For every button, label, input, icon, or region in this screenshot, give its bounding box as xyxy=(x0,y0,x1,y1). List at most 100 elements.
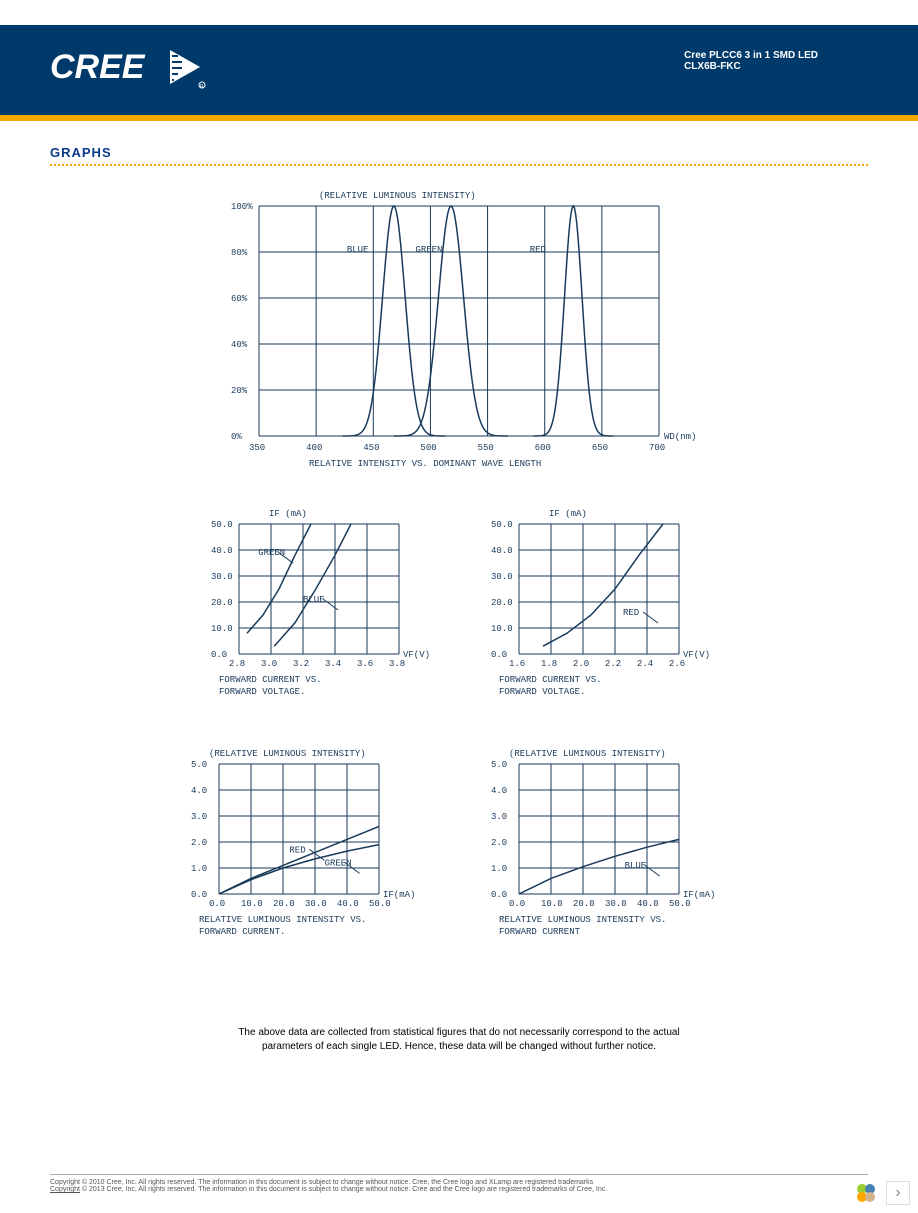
svg-text:60%: 60% xyxy=(231,294,248,304)
svg-text:10.0: 10.0 xyxy=(211,624,233,634)
next-arrow-button[interactable]: › xyxy=(886,1181,910,1205)
svg-text:VF(V): VF(V) xyxy=(403,650,430,660)
svg-text:FORWARD CURRENT: FORWARD CURRENT xyxy=(499,927,581,937)
header-accent-bar xyxy=(0,115,918,121)
svg-text:50.0: 50.0 xyxy=(211,520,233,530)
footer-line1: Copyright © 2010 Cree, Inc. All rights r… xyxy=(50,1179,868,1186)
svg-text:3.2: 3.2 xyxy=(293,659,309,669)
svg-text:350: 350 xyxy=(249,443,265,453)
nav-widget: › xyxy=(854,1181,910,1205)
svg-text:RED: RED xyxy=(530,245,546,255)
svg-text:WD(nm): WD(nm) xyxy=(664,432,696,442)
svg-text:40.0: 40.0 xyxy=(211,546,233,556)
flower-icon xyxy=(854,1181,878,1205)
header-title-line1: Cree PLCC6 3 in 1 SMD LED xyxy=(684,50,818,61)
svg-text:600: 600 xyxy=(535,443,551,453)
svg-text:30.0: 30.0 xyxy=(491,572,513,582)
svg-text:2.4: 2.4 xyxy=(637,659,653,669)
svg-text:2.8: 2.8 xyxy=(229,659,245,669)
svg-text:FORWARD VOLTAGE.: FORWARD VOLTAGE. xyxy=(219,687,305,697)
svg-text:RED: RED xyxy=(623,608,639,618)
chart-iv-green-blue: IF (mA) 0.0 10.0 20.0 30.0 40.0 50.0 2.8 3.0 3.2 3… xyxy=(199,506,439,726)
svg-text:IF (mA): IF (mA) xyxy=(549,509,587,519)
svg-text:0.0: 0.0 xyxy=(509,899,525,909)
svg-text:1.8: 1.8 xyxy=(541,659,557,669)
svg-text:1.6: 1.6 xyxy=(509,659,525,669)
svg-text:2.2: 2.2 xyxy=(605,659,621,669)
svg-text:IF (mA): IF (mA) xyxy=(269,509,307,519)
chart-row-iv: IF (mA) 0.0 10.0 20.0 30.0 40.0 50.0 2.8 3.0 3.2 3… xyxy=(199,506,719,726)
svg-text:RELATIVE INTENSITY VS. DOMINA: RELATIVE INTENSITY VS. DOMINANT WAVE LEN… xyxy=(309,459,541,469)
svg-text:3.0: 3.0 xyxy=(261,659,277,669)
svg-text:80%: 80% xyxy=(231,248,248,258)
svg-text:BLUE: BLUE xyxy=(625,861,647,871)
svg-text:3.0: 3.0 xyxy=(191,812,207,822)
disclaimer-line2: parameters of each single LED. Hence, th… xyxy=(50,1040,868,1054)
page-header: CREE R Cree PLCC6 3 in 1 SMD LED CLX6B-F… xyxy=(0,25,918,115)
header-title-line2: CLX6B-FKC xyxy=(684,61,818,72)
svg-text:40.0: 40.0 xyxy=(637,899,659,909)
section-divider xyxy=(50,164,868,166)
svg-text:IF(mA): IF(mA) xyxy=(683,890,715,900)
svg-text:FORWARD CURRENT.: FORWARD CURRENT. xyxy=(199,927,285,937)
chart-spectrum: (RELATIVE LUMINOUS INTENSITY)0%20%40%60%… xyxy=(209,186,709,486)
svg-text:400: 400 xyxy=(306,443,322,453)
chart-iv-red: IF (mA)0.010.020.030.040.050.01.61.82.02… xyxy=(479,506,719,726)
svg-text:3.6: 3.6 xyxy=(357,659,373,669)
svg-text:40.0: 40.0 xyxy=(337,899,359,909)
svg-text:2.0: 2.0 xyxy=(491,838,507,848)
svg-text:100%: 100% xyxy=(231,202,253,212)
disclaimer-text: The above data are collected from statis… xyxy=(50,1026,868,1054)
svg-text:30.0: 30.0 xyxy=(305,899,327,909)
svg-text:1.0: 1.0 xyxy=(491,864,507,874)
svg-text:0%: 0% xyxy=(231,432,242,442)
cree-logo: CREE R xyxy=(50,40,220,100)
svg-text:RELATIVE LUMINOUS INTENSITY VS: RELATIVE LUMINOUS INTENSITY VS. xyxy=(499,915,666,925)
svg-text:FORWARD CURRENT VS.: FORWARD CURRENT VS. xyxy=(499,675,602,685)
svg-text:40.0: 40.0 xyxy=(491,546,513,556)
svg-text:10.0: 10.0 xyxy=(491,624,513,634)
svg-text:20.0: 20.0 xyxy=(491,598,513,608)
svg-text:FORWARD VOLTAGE.: FORWARD VOLTAGE. xyxy=(499,687,585,697)
svg-text:5.0: 5.0 xyxy=(191,760,207,770)
svg-text:50.0: 50.0 xyxy=(669,899,691,909)
svg-text:(RELATIVE LUMINOUS INTENSITY): (RELATIVE LUMINOUS INTENSITY) xyxy=(509,749,666,759)
svg-text:0.0: 0.0 xyxy=(491,650,507,660)
svg-text:650: 650 xyxy=(592,443,608,453)
svg-text:30.0: 30.0 xyxy=(211,572,233,582)
disclaimer-line1: The above data are collected from statis… xyxy=(50,1026,868,1040)
svg-text:RED: RED xyxy=(289,845,305,855)
svg-text:3.8: 3.8 xyxy=(389,659,405,669)
svg-text:500: 500 xyxy=(420,443,436,453)
chart-row-luminous: (RELATIVE LUMINOUS INTENSITY) 0.0 1.0 2.0 3.… xyxy=(179,746,739,966)
logo-text: CREE xyxy=(50,48,146,86)
svg-text:4.0: 4.0 xyxy=(191,786,207,796)
svg-text:GREEN: GREEN xyxy=(258,548,285,558)
svg-text:0.0: 0.0 xyxy=(209,899,225,909)
svg-text:450: 450 xyxy=(363,443,379,453)
svg-text:BLUE: BLUE xyxy=(347,245,369,255)
svg-text:20%: 20% xyxy=(231,386,248,396)
svg-text:1.0: 1.0 xyxy=(191,864,207,874)
svg-text:20.0: 20.0 xyxy=(211,598,233,608)
svg-text:2.6: 2.6 xyxy=(669,659,685,669)
svg-text:700: 700 xyxy=(649,443,665,453)
svg-text:5.0: 5.0 xyxy=(491,760,507,770)
svg-text:0.0: 0.0 xyxy=(191,890,207,900)
charts-container: (RELATIVE LUMINOUS INTENSITY)0%20%40%60%… xyxy=(50,186,868,966)
svg-text:FORWARD CURRENT VS.: FORWARD CURRENT VS. xyxy=(219,675,322,685)
svg-text:20.0: 20.0 xyxy=(273,899,295,909)
svg-text:RELATIVE LUMINOUS INTENSITY VS: RELATIVE LUMINOUS INTENSITY VS. xyxy=(199,915,366,925)
svg-text:VF(V): VF(V) xyxy=(683,650,710,660)
svg-text:IF(mA): IF(mA) xyxy=(383,890,415,900)
svg-text:550: 550 xyxy=(478,443,494,453)
chart-luminous-red-green: (RELATIVE LUMINOUS INTENSITY)0.01.02.03.… xyxy=(179,746,439,966)
svg-text:2.0: 2.0 xyxy=(573,659,589,669)
svg-text:0.0: 0.0 xyxy=(211,650,227,660)
svg-text:2.0: 2.0 xyxy=(191,838,207,848)
chart-luminous-blue: (RELATIVE LUMINOUS INTENSITY)0.01.02.03.… xyxy=(479,746,739,966)
svg-text:30.0: 30.0 xyxy=(605,899,627,909)
svg-text:4.0: 4.0 xyxy=(491,786,507,796)
footer-line2: Copyright © 2013 Cree, Inc. All rights r… xyxy=(50,1186,868,1193)
page-content: GRAPHS (RELATIVE LUMINOUS INTENSITY)0%20… xyxy=(0,115,918,1054)
